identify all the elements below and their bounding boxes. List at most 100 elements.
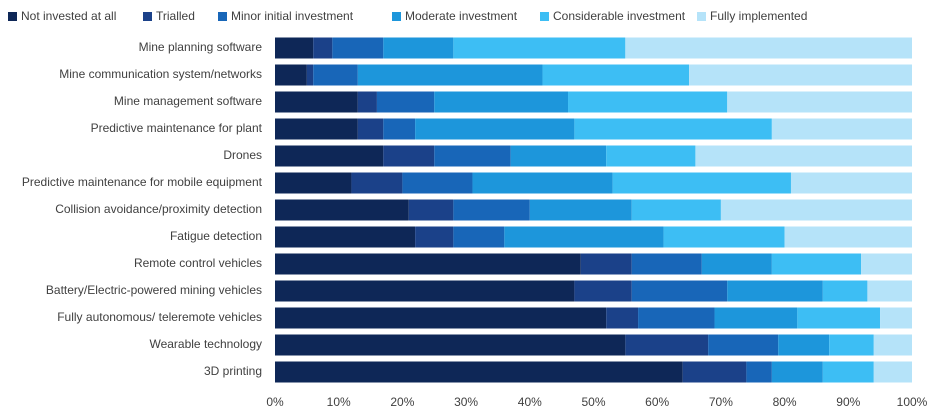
bar-segment xyxy=(880,307,912,329)
x-tick-label: 70% xyxy=(709,395,733,408)
bar-segment xyxy=(357,91,377,113)
legend-swatch xyxy=(697,12,706,21)
legend-label: Trialled xyxy=(156,9,195,23)
bar-segment xyxy=(771,253,862,275)
bar-segment xyxy=(313,37,333,59)
bar-segment xyxy=(453,37,626,59)
bar-segment xyxy=(332,37,384,59)
bar-segment xyxy=(313,64,358,86)
y-tick-label: Mine communication system/networks xyxy=(59,67,262,81)
bar-segment xyxy=(574,118,772,140)
y-tick-label: Wearable technology xyxy=(149,337,262,351)
bar-segment xyxy=(873,334,912,356)
legend-label: Considerable investment xyxy=(553,9,686,23)
bar-segment xyxy=(861,253,912,275)
bar-segment xyxy=(542,64,690,86)
bar-segment xyxy=(631,199,721,221)
bar-segment xyxy=(351,172,403,194)
bar-segment xyxy=(415,118,575,140)
legend-swatch xyxy=(540,12,549,21)
y-tick-label: Fatigue detection xyxy=(170,229,262,243)
bar-segment xyxy=(275,334,626,356)
bar-segment xyxy=(822,280,868,302)
bar-segment xyxy=(746,361,772,383)
bar-segment xyxy=(784,226,912,248)
bar-segment xyxy=(638,307,715,329)
bar-segment xyxy=(708,334,779,356)
bar-segment xyxy=(625,37,912,59)
x-tick-label: 80% xyxy=(773,395,797,408)
bar-segment xyxy=(453,199,530,221)
x-tick-label: 0% xyxy=(266,395,284,408)
x-tick-label: 60% xyxy=(645,395,669,408)
bar-segment xyxy=(574,280,632,302)
bar-segment xyxy=(606,307,639,329)
bar-segment xyxy=(275,64,307,86)
bar-segment xyxy=(695,145,912,167)
y-tick-label: Battery/Electric-powered mining vehicles xyxy=(46,283,262,297)
bar-segment xyxy=(510,145,607,167)
bar-segment xyxy=(275,361,683,383)
bar-segment xyxy=(383,118,416,140)
bar-segment xyxy=(408,199,454,221)
bar-segment xyxy=(434,145,511,167)
y-tick-label: 3D printing xyxy=(204,364,262,378)
y-tick-label: Mine planning software xyxy=(139,40,263,54)
bar-segment xyxy=(415,226,454,248)
bar-segment xyxy=(504,226,664,248)
bar-segment xyxy=(434,91,569,113)
bar-segment xyxy=(275,226,416,248)
x-tick-label: 50% xyxy=(581,395,605,408)
bar-segment xyxy=(453,226,505,248)
legend-label: Moderate investment xyxy=(405,9,518,23)
y-tick-label: Predictive maintenance for plant xyxy=(91,121,263,135)
bar-segment xyxy=(275,145,384,167)
bar-segment xyxy=(727,91,912,113)
legend-label: Fully implemented xyxy=(710,9,807,23)
bar-segment xyxy=(663,226,785,248)
bar-segment xyxy=(383,37,454,59)
x-tick-label: 10% xyxy=(327,395,351,408)
bar-segment xyxy=(612,172,791,194)
bar-segment xyxy=(771,118,912,140)
bar-segment xyxy=(376,91,435,113)
bar-segment xyxy=(357,64,543,86)
bar-segment xyxy=(529,199,632,221)
x-tick-label: 30% xyxy=(454,395,478,408)
bar-segment xyxy=(606,145,696,167)
bar-segment xyxy=(631,280,728,302)
bar-segment xyxy=(771,361,823,383)
bar-segment xyxy=(829,334,874,356)
bar-segment xyxy=(873,361,912,383)
y-tick-label: Drones xyxy=(223,148,262,162)
y-tick-label: Fully autonomous/ teleremote vehicles xyxy=(57,310,262,324)
bar-segment xyxy=(625,334,709,356)
bar-segment xyxy=(402,172,473,194)
bar-segment xyxy=(275,37,314,59)
bar-segment xyxy=(275,199,409,221)
bar-segment xyxy=(275,172,352,194)
bar-segment xyxy=(867,280,912,302)
bar-segment xyxy=(275,253,581,275)
bar-segment xyxy=(682,361,747,383)
bar-segment xyxy=(631,253,702,275)
bar-segment xyxy=(472,172,613,194)
x-tick-label: 90% xyxy=(836,395,860,408)
bar-segment xyxy=(720,199,912,221)
bar-segment xyxy=(357,118,384,140)
bar-segment xyxy=(790,172,912,194)
x-tick-label: 40% xyxy=(518,395,542,408)
bar-segment xyxy=(822,361,874,383)
bar-segment xyxy=(714,307,798,329)
bar-segment xyxy=(275,307,607,329)
bar-segment xyxy=(580,253,632,275)
bar-segment xyxy=(568,91,728,113)
x-tick-label: 100% xyxy=(897,395,928,408)
legend-swatch xyxy=(392,12,401,21)
x-tick-label: 20% xyxy=(390,395,414,408)
bar-segment xyxy=(797,307,881,329)
bar-segment xyxy=(275,118,358,140)
y-tick-label: Mine management software xyxy=(114,94,262,108)
bar-segment xyxy=(689,64,912,86)
